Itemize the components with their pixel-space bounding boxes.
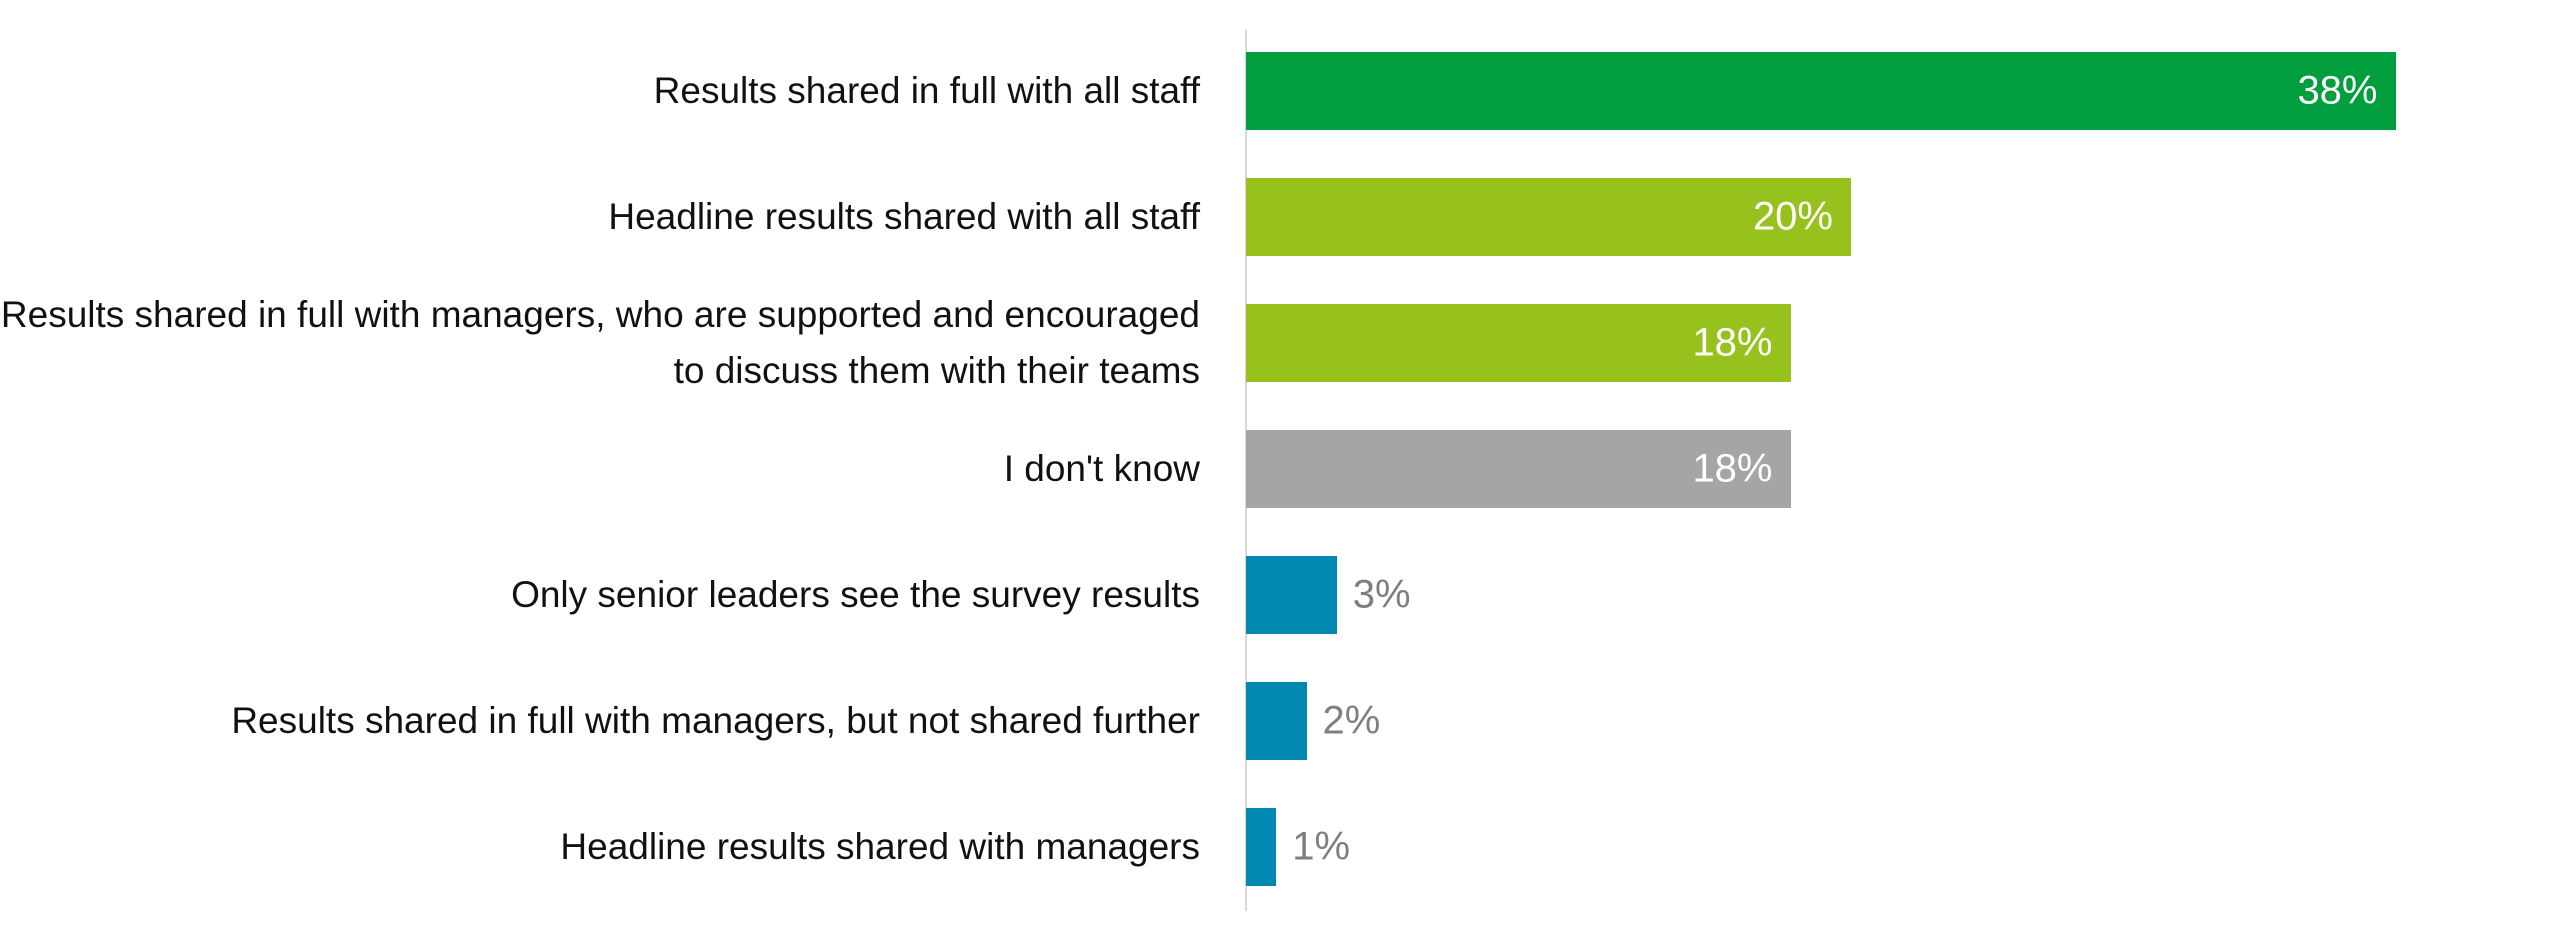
category-label: Results shared in full with managers, wh…	[0, 294, 1200, 391]
bar	[1246, 808, 1277, 886]
category-label: Only senior leaders see the survey resul…	[511, 574, 1200, 615]
value-label: 1%	[1292, 824, 1351, 869]
value-label: 3%	[1352, 572, 1411, 617]
value-label: 2%	[1322, 698, 1381, 743]
category-label: I don't know	[1003, 448, 1200, 489]
value-label: 20%	[1752, 194, 1833, 239]
bar	[1246, 304, 1791, 382]
bar	[1246, 430, 1791, 508]
category-label: Results shared in full with all staff	[653, 70, 1200, 111]
category-label: Headline results shared with all staff	[608, 196, 1200, 237]
value-label: 38%	[2297, 68, 2378, 113]
value-label: 18%	[1692, 446, 1773, 491]
bar	[1246, 682, 1307, 760]
value-label: 18%	[1692, 320, 1773, 365]
category-label: Results shared in full with managers, bu…	[231, 700, 1200, 741]
bar	[1246, 52, 2396, 130]
bar	[1246, 556, 1337, 634]
bar	[1246, 178, 1851, 256]
category-label: Headline results shared with managers	[560, 826, 1200, 867]
